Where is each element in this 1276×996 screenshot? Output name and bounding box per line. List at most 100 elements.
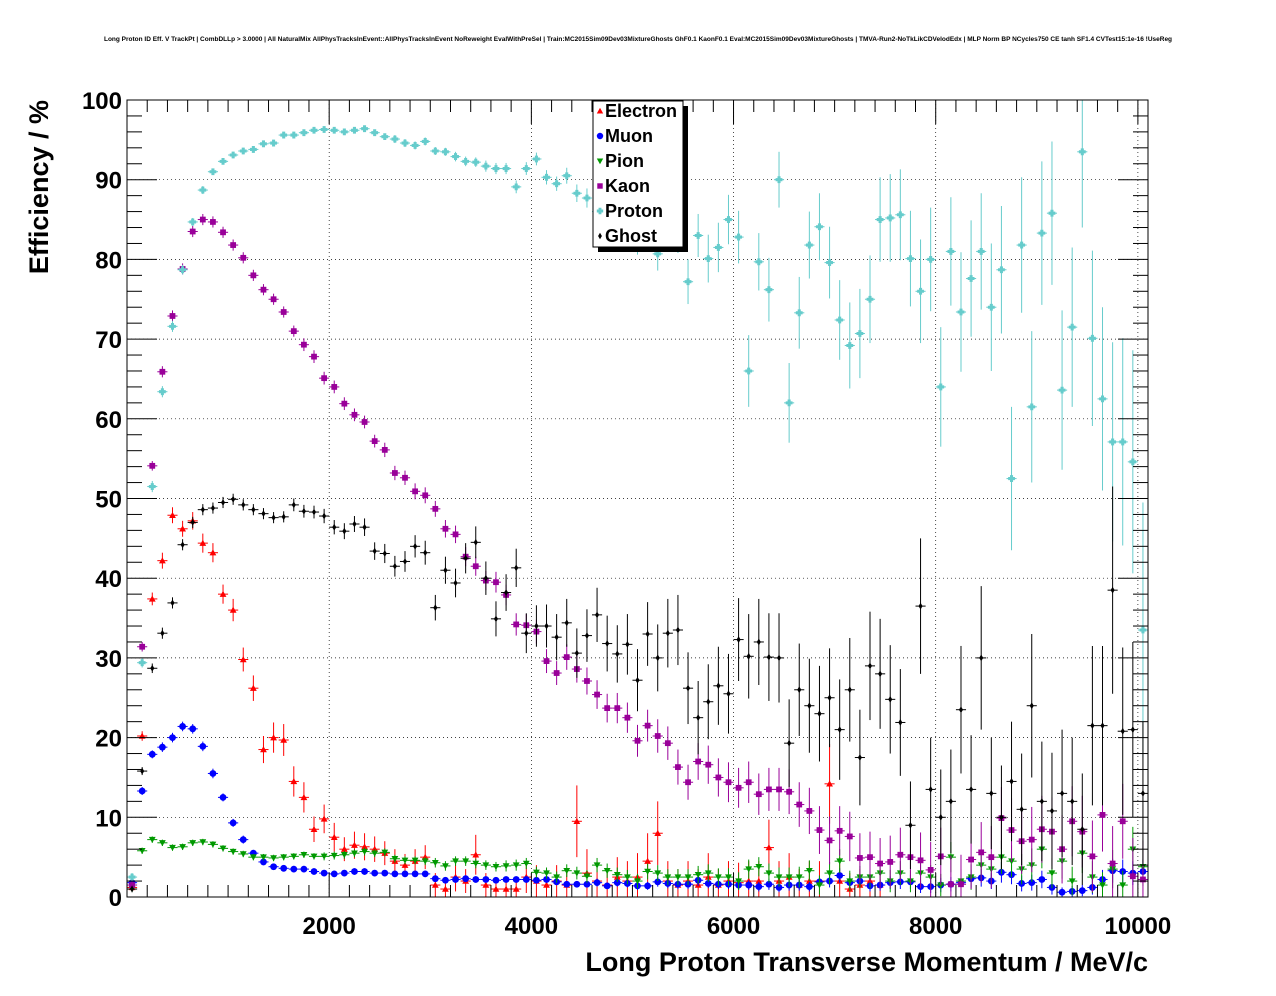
pion-point (623, 874, 631, 881)
kaon-point (230, 242, 237, 248)
ghost-point (948, 797, 953, 805)
ghost-point (1009, 778, 1014, 785)
ghost-point (686, 684, 691, 692)
proton-point (239, 147, 247, 155)
pion-point (694, 871, 702, 879)
ghost-series (127, 486, 1148, 893)
ghost-point (220, 499, 226, 506)
ghost-point (1070, 797, 1075, 805)
legend-kaon-marker (597, 183, 603, 189)
muon-point (300, 865, 308, 873)
ghost-point (564, 619, 569, 627)
kaon-point (846, 833, 853, 840)
kaon-point (685, 779, 691, 786)
kaon-point (149, 462, 156, 469)
muon-point (442, 876, 449, 884)
muon-point (320, 869, 328, 877)
ghost-point (706, 698, 711, 706)
ghost-point (776, 654, 782, 662)
pion-point (442, 863, 449, 870)
legend-ghost-label: Ghost (605, 226, 657, 246)
electron-point (492, 885, 500, 892)
electron-point (543, 881, 550, 888)
proton-point (522, 165, 530, 172)
electron-point (179, 525, 186, 532)
pion-point (239, 851, 247, 858)
ghost-point (301, 507, 306, 515)
ghost-point (200, 506, 205, 514)
x-tick-label: 4000 (505, 913, 558, 940)
muon-point (371, 869, 379, 877)
muon-point (1038, 876, 1046, 883)
grid-lines (127, 99, 1148, 898)
kaon-point (351, 411, 358, 418)
proton-point (654, 250, 662, 258)
ghost-point (1110, 586, 1115, 594)
kaon-point (735, 784, 742, 791)
electron-point (300, 793, 308, 801)
electron-point (209, 549, 217, 556)
proton-point (1038, 229, 1046, 237)
y-tick-label: 10 (95, 805, 122, 832)
kaon-point (675, 764, 681, 770)
proton-point (1018, 241, 1026, 249)
pion-point (593, 862, 601, 869)
ghost-point (261, 510, 266, 518)
electron-point (199, 539, 207, 546)
ghost-point (584, 632, 589, 639)
ghost-point (847, 686, 852, 694)
pion-point (553, 874, 561, 881)
pion-point (361, 848, 368, 855)
ghost-point (615, 650, 620, 658)
legend: Electron Muon Pion Kaon Proton Ghost (592, 100, 688, 252)
ghost-point (170, 599, 175, 607)
pion-point (179, 844, 186, 851)
pion-point (573, 870, 581, 877)
ghost-point (402, 558, 408, 565)
muon-point (704, 880, 712, 887)
proton-point (260, 140, 267, 148)
electron-point (472, 851, 480, 858)
kaon-point (1129, 873, 1136, 880)
proton-point (401, 139, 409, 147)
kaon-point (927, 867, 934, 873)
muon-point (654, 878, 662, 886)
muon-point (593, 879, 601, 887)
proton-point (765, 286, 773, 294)
muon-point (158, 743, 166, 751)
kaon-point (978, 849, 985, 856)
ghost-point (473, 538, 478, 546)
proton-point (805, 241, 813, 249)
kaon-point (381, 446, 388, 453)
proton-point (280, 131, 288, 139)
proton-point (199, 186, 207, 194)
muon-point (472, 876, 480, 883)
muon-point (189, 725, 197, 733)
ghost-point (463, 554, 468, 562)
muon-point (512, 876, 520, 883)
pion-point (644, 868, 652, 875)
ghost-point (554, 633, 559, 641)
kaon-point (563, 654, 570, 660)
axis-ticks (126, 99, 1148, 898)
electron-point (755, 877, 763, 884)
y-tick-label: 60 (95, 407, 122, 434)
legend-muon-marker (596, 132, 604, 140)
proton-point (1078, 148, 1086, 156)
muon-point (280, 864, 288, 872)
muon-point (603, 882, 611, 890)
legend-ghost-marker (598, 232, 602, 240)
ghost-point (756, 638, 761, 646)
muon-point (755, 883, 763, 891)
electron-point (765, 844, 773, 851)
muon-point (1058, 888, 1066, 896)
ghost-point (362, 523, 367, 531)
ghost-point (332, 523, 337, 531)
kaon-point (220, 229, 226, 236)
muon-point (563, 880, 571, 888)
proton-point (229, 151, 237, 159)
ghost-point (130, 885, 135, 893)
pion-point (148, 836, 156, 844)
pion-point (1099, 882, 1106, 889)
ghost-point (180, 541, 185, 549)
